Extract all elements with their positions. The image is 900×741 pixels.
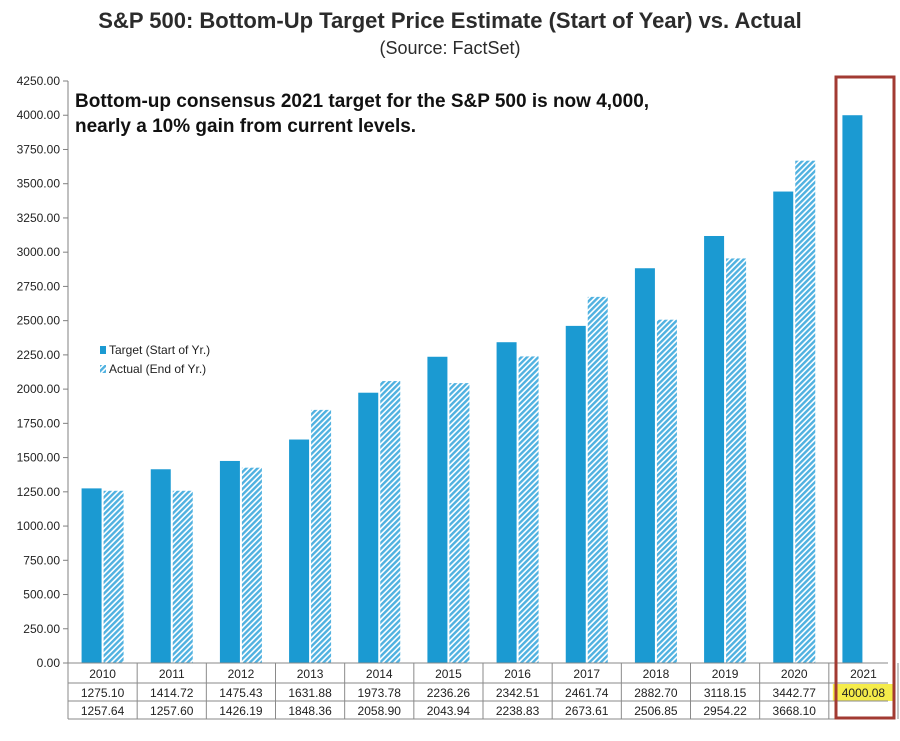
bar-actual-2015 <box>449 383 470 663</box>
bar-actual-2016 <box>518 356 539 663</box>
x-tick-label: 2014 <box>366 667 393 681</box>
table-cell-target: 2236.26 <box>427 686 471 700</box>
y-tick-label: 2000.00 <box>17 382 61 396</box>
y-tick-label: 2500.00 <box>17 314 61 328</box>
table-cell-actual: 1257.64 <box>81 704 125 718</box>
bar-target-2017 <box>565 325 586 663</box>
bar-actual-2013 <box>311 409 332 663</box>
bar-target-2020 <box>773 191 794 663</box>
table-cell-target: 2882.70 <box>634 686 678 700</box>
legend-box <box>96 340 228 380</box>
bar-target-2015 <box>427 356 448 663</box>
table-cell-target: 3118.15 <box>704 686 747 700</box>
legend: Target (Start of Yr.) Actual (End of Yr.) <box>96 340 228 380</box>
y-tick-label: 1750.00 <box>17 416 61 430</box>
y-tick-label: 3500.00 <box>17 177 61 191</box>
table-cell-actual: 2954.22 <box>703 704 747 718</box>
x-tick-label: 2017 <box>573 667 600 681</box>
y-tick-label: 2250.00 <box>17 348 61 362</box>
bar-target-2014 <box>358 392 379 663</box>
table-cell-actual: 3668.10 <box>773 704 817 718</box>
table-cell-actual: 2043.94 <box>427 704 471 718</box>
y-tick-label: 0.00 <box>37 656 61 670</box>
legend-swatch-actual <box>100 365 106 373</box>
bar-actual-2020 <box>795 160 816 663</box>
bar-target-2018 <box>634 268 655 663</box>
bar-target-2016 <box>496 342 517 663</box>
y-tick-label: 4250.00 <box>17 74 61 88</box>
x-tick-label: 2018 <box>643 667 670 681</box>
table-cell-target: 1973.78 <box>358 686 402 700</box>
legend-label-actual: Actual (End of Yr.) <box>109 362 206 376</box>
bar-target-2011 <box>150 469 171 663</box>
chart-title: S&P 500: Bottom-Up Target Price Estimate… <box>98 8 802 33</box>
y-tick-label: 250.00 <box>23 622 60 636</box>
x-tick-label: 2019 <box>712 667 739 681</box>
y-tick-label: 1500.00 <box>17 451 61 465</box>
bar-target-2012 <box>219 460 240 663</box>
table-cell-actual: 1848.36 <box>288 704 332 718</box>
y-tick-label: 4000.00 <box>17 108 61 122</box>
highlight-2021-box <box>834 75 896 720</box>
table-cell-actual: 2238.83 <box>496 704 540 718</box>
bars <box>81 115 863 663</box>
x-tick-label: 2011 <box>159 667 185 681</box>
table-cell-actual: 2506.85 <box>634 704 678 718</box>
x-tick-label: 2015 <box>435 667 462 681</box>
legend-label-target: Target (Start of Yr.) <box>109 343 210 357</box>
y-tick-label: 500.00 <box>23 588 60 602</box>
annotation-line-1: Bottom-up consensus 2021 target for the … <box>75 91 649 112</box>
y-tick-label: 750.00 <box>23 553 60 567</box>
bar-actual-2019 <box>726 258 747 663</box>
x-tick-label: 2021 <box>850 667 877 681</box>
x-tick-label: 2010 <box>89 667 116 681</box>
table-cell-target: 1631.88 <box>288 686 332 700</box>
y-tick-label: 2750.00 <box>17 279 61 293</box>
table-cell-target: 1414.72 <box>150 686 194 700</box>
bar-actual-2018 <box>656 319 677 663</box>
bar-actual-2010 <box>103 490 124 663</box>
y-tick-label: 3000.00 <box>17 245 61 259</box>
legend-swatch-target <box>100 346 106 354</box>
y-tick-label: 1250.00 <box>17 485 61 499</box>
table-cell-target: 1475.43 <box>219 686 263 700</box>
y-tick-label: 3750.00 <box>17 142 61 156</box>
y-tick-label: 3250.00 <box>17 211 61 225</box>
table-cell-target: 2461.74 <box>565 686 609 700</box>
table-cell-actual: 2673.61 <box>565 704 609 718</box>
table-cell-target: 1275.10 <box>81 686 125 700</box>
chart-subtitle: (Source: FactSet) <box>379 38 521 58</box>
bar-actual-2012 <box>241 467 262 663</box>
y-tick-label: 1000.00 <box>17 519 61 533</box>
table-cell-actual: 2058.90 <box>358 704 402 718</box>
highlight-cell-2021 <box>832 684 894 701</box>
y-axis: 0.00 250.00 500.00 750.00 1000.00 1250.00 1500… <box>17 74 69 670</box>
x-tick-label: 2020 <box>781 667 808 681</box>
bar-target-2021 <box>842 115 863 663</box>
bar-actual-2014 <box>380 381 401 663</box>
bar-target-2013 <box>289 439 310 663</box>
x-tick-label: 2013 <box>297 667 324 681</box>
table-cell-target: 2342.51 <box>496 686 540 700</box>
bar-actual-2011 <box>172 490 193 663</box>
annotation: Bottom-up consensus 2021 target for the … <box>75 91 649 137</box>
table-cell-actual: 1257.60 <box>150 704 194 718</box>
bar-target-2010 <box>81 488 102 663</box>
bar-actual-2017 <box>587 296 608 663</box>
x-tick-label: 2012 <box>228 667 255 681</box>
annotation-line-2: nearly a 10% gain from current levels. <box>75 116 416 137</box>
table-cell-target: 4000.08 <box>842 686 886 700</box>
bar-target-2019 <box>704 235 725 663</box>
x-tick-label: 2016 <box>504 667 531 681</box>
table-cell-target: 3442.77 <box>773 686 817 700</box>
table-cell-actual: 1426.19 <box>219 704 263 718</box>
data-table: 2010 1275.10 1257.64 2011 1414.72 1257.60 2012… <box>67 662 899 720</box>
